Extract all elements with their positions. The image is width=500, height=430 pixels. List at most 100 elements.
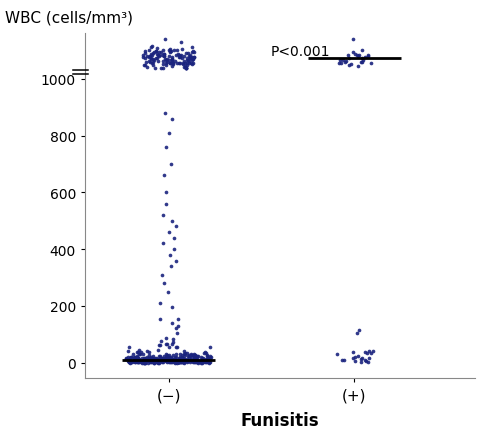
Point xyxy=(146,358,154,365)
Point xyxy=(160,52,168,58)
Point xyxy=(146,354,154,361)
Point xyxy=(202,356,209,362)
Point xyxy=(335,61,343,68)
Point xyxy=(196,357,203,364)
Point xyxy=(354,53,362,60)
Point xyxy=(157,355,165,362)
Point xyxy=(171,357,179,364)
Point xyxy=(175,54,183,61)
Point xyxy=(180,355,188,362)
Point xyxy=(174,315,182,322)
Point xyxy=(190,359,198,366)
Point xyxy=(136,351,143,358)
Point xyxy=(161,37,169,43)
Point xyxy=(196,359,204,366)
Point xyxy=(164,357,172,364)
Point xyxy=(152,354,160,361)
Point xyxy=(205,358,213,365)
Point xyxy=(177,52,185,59)
Point xyxy=(351,354,359,361)
Point xyxy=(148,358,156,365)
Point xyxy=(180,359,188,366)
Point xyxy=(154,53,162,60)
Point xyxy=(159,359,167,366)
Point xyxy=(172,357,180,364)
Point xyxy=(156,300,164,307)
Point xyxy=(155,49,163,56)
Point xyxy=(166,49,173,55)
Point xyxy=(188,55,196,61)
Point xyxy=(194,359,202,366)
Point xyxy=(162,354,170,361)
Point xyxy=(192,353,200,360)
Point xyxy=(126,354,134,361)
Point xyxy=(134,355,141,362)
Point xyxy=(146,53,154,60)
Point xyxy=(178,355,186,362)
Point xyxy=(154,347,162,354)
Point xyxy=(156,358,164,365)
Point xyxy=(186,55,194,62)
Point xyxy=(156,358,164,365)
Point xyxy=(160,51,168,58)
Point xyxy=(198,353,205,360)
Point xyxy=(185,351,193,358)
Point xyxy=(200,357,207,364)
Point xyxy=(185,58,193,65)
Point xyxy=(157,354,165,361)
Point xyxy=(166,61,174,68)
Point xyxy=(140,62,148,69)
Point xyxy=(156,315,164,322)
Point xyxy=(180,58,188,65)
Text: P<0.001: P<0.001 xyxy=(270,44,330,58)
Point xyxy=(138,358,146,365)
Point xyxy=(145,58,153,65)
Point xyxy=(170,358,178,365)
Point xyxy=(130,355,138,362)
Point xyxy=(142,359,150,366)
Point xyxy=(154,59,162,66)
Point xyxy=(169,335,177,342)
Point xyxy=(164,359,172,366)
Point xyxy=(148,60,156,67)
Point xyxy=(206,353,214,359)
Point xyxy=(198,356,206,363)
Point xyxy=(190,49,198,56)
Point xyxy=(170,359,178,366)
Point xyxy=(146,356,154,362)
Point xyxy=(170,356,177,363)
Point xyxy=(344,52,352,59)
Point xyxy=(165,229,173,236)
Point xyxy=(183,57,191,64)
Point xyxy=(184,58,192,64)
Point xyxy=(186,53,194,60)
Point xyxy=(352,330,360,337)
Point xyxy=(142,49,150,55)
Point xyxy=(160,357,168,364)
Point xyxy=(168,356,176,362)
Point xyxy=(153,46,161,52)
Point xyxy=(163,357,171,364)
Point xyxy=(182,65,190,72)
Point xyxy=(202,357,210,364)
Point xyxy=(125,359,133,366)
Point xyxy=(174,359,182,366)
Point xyxy=(144,351,152,358)
Point xyxy=(128,357,136,364)
Point xyxy=(136,359,144,366)
Point xyxy=(141,51,149,58)
Point xyxy=(141,359,149,366)
Point xyxy=(180,54,188,61)
Point xyxy=(192,358,200,365)
Point xyxy=(358,55,366,62)
Point xyxy=(150,358,158,365)
Point xyxy=(156,357,164,364)
Point xyxy=(364,348,372,355)
Point xyxy=(176,358,184,365)
Point xyxy=(146,359,154,366)
Point xyxy=(191,353,199,360)
Point xyxy=(149,358,157,365)
Point xyxy=(367,350,375,357)
Point xyxy=(349,37,357,43)
Point xyxy=(140,354,148,361)
